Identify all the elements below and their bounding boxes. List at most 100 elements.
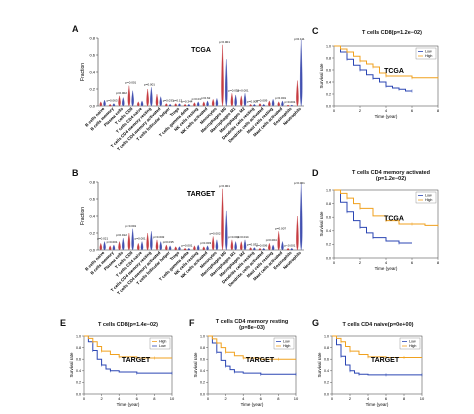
y-tick-label: 1.0 bbox=[200, 334, 205, 338]
violin-high bbox=[234, 241, 237, 251]
cohort-label: TCGA bbox=[384, 68, 404, 75]
y-axis-label: Survival rate bbox=[319, 211, 324, 237]
p-value-label: p=0.003 bbox=[247, 99, 258, 103]
p-value-label: p=0.021 bbox=[97, 237, 108, 241]
x-axis-label: Time (year) bbox=[241, 402, 264, 407]
y-axis-label: Survival rate bbox=[319, 63, 324, 89]
x-tick-label: 6 bbox=[136, 396, 139, 401]
violin-low bbox=[146, 88, 149, 107]
y-tick-label: 0.0 bbox=[326, 104, 331, 108]
km-chart-c: 0 2 4 6 8 0.0 0.2 0.4 0.6 0.8 1.0 Time (year) Surviv… bbox=[319, 44, 440, 119]
p-value-label: p<0.001 bbox=[125, 224, 136, 228]
x-tick-label: 6 bbox=[385, 396, 388, 401]
violin-low bbox=[240, 241, 243, 251]
violin-low bbox=[99, 242, 103, 251]
panel-letter-d: D bbox=[312, 168, 319, 178]
panel-letter-b: B bbox=[72, 168, 79, 178]
violin-low bbox=[286, 248, 290, 251]
violin-high bbox=[225, 59, 228, 107]
y-tick-label: 0.6 bbox=[89, 197, 95, 202]
violin-low bbox=[240, 95, 243, 107]
violin-high bbox=[243, 93, 247, 107]
violin-high bbox=[122, 97, 125, 107]
y-tick-label: 0.2 bbox=[76, 381, 81, 385]
y-tick-label: 1.0 bbox=[324, 334, 329, 338]
p-value-label: p=0.001 bbox=[135, 237, 146, 241]
chart-title: TARGET bbox=[187, 191, 216, 198]
x-tick-label: 0 bbox=[333, 108, 336, 113]
violin-low bbox=[108, 245, 112, 251]
panel-letter-g: G bbox=[312, 318, 320, 328]
y-tick-label: 0.6 bbox=[89, 53, 95, 58]
y-tick-label: 0.4 bbox=[76, 369, 81, 373]
violin-low bbox=[211, 236, 215, 251]
x-tick-label: 6 bbox=[411, 108, 414, 113]
violin-low bbox=[211, 98, 215, 107]
violin-high bbox=[271, 244, 275, 251]
p-value-label: p=0.004 bbox=[266, 238, 277, 242]
y-tick-label: 0.4 bbox=[326, 80, 331, 84]
violin-high bbox=[122, 238, 125, 251]
x-tick-label: 10 bbox=[294, 396, 299, 401]
violin-low bbox=[296, 80, 299, 107]
legend-label: Low bbox=[159, 344, 166, 348]
legend-label: High bbox=[425, 54, 432, 58]
violin-low bbox=[202, 246, 206, 251]
p-value-label: p<0.001 bbox=[284, 243, 295, 247]
violin-high bbox=[206, 245, 209, 251]
p-value-label: p=0.032 bbox=[153, 235, 164, 239]
y-axis-label: Survival rate bbox=[69, 352, 74, 378]
violin-high bbox=[206, 100, 209, 107]
x-tick-label: 8 bbox=[277, 396, 280, 401]
violin-high bbox=[253, 104, 256, 107]
p-value-label: p=0.13 bbox=[173, 98, 183, 102]
y-tick-label: 0.0 bbox=[76, 392, 81, 396]
y-axis-label: Fraction bbox=[80, 63, 86, 81]
x-tick-label: 4 bbox=[367, 396, 370, 401]
p-value-label: p=0.002 bbox=[116, 91, 127, 95]
violin-low bbox=[174, 103, 177, 107]
p-value-label: p=0.62 bbox=[201, 96, 211, 100]
x-tick-label: 2 bbox=[359, 108, 362, 113]
violin-low bbox=[174, 246, 177, 251]
survival-curve-low bbox=[332, 335, 422, 376]
plot-frame bbox=[207, 335, 297, 395]
x-axis-label: Time (year) bbox=[375, 266, 398, 271]
y-tick-label: 0.2 bbox=[200, 381, 205, 385]
violin-low bbox=[118, 95, 121, 107]
violin-low bbox=[296, 215, 299, 251]
violin-high bbox=[234, 94, 237, 107]
y-tick-label: 0.8 bbox=[89, 36, 95, 41]
y-tick-label: 0.6 bbox=[326, 216, 331, 220]
p-value-label: p=0.033 bbox=[163, 98, 174, 102]
km-chart-f: 0 2 4 6 8 10 0.0 0.2 0.4 0.6 0.8 1.0 Time (year) Surv… bbox=[193, 334, 299, 407]
panel-letter-f: F bbox=[189, 318, 195, 328]
violin-low bbox=[277, 231, 280, 251]
violin-high bbox=[271, 98, 275, 107]
violin-low bbox=[249, 247, 252, 251]
y-tick-label: 1.0 bbox=[326, 188, 331, 192]
violin-low bbox=[268, 242, 271, 251]
x-tick-label: 8 bbox=[403, 396, 406, 401]
legend-box bbox=[415, 191, 437, 204]
x-tick-label: 2 bbox=[100, 396, 103, 401]
km-title-f: T cells CD4 memory resting (p=8e−03) bbox=[215, 319, 289, 331]
violin-high bbox=[112, 103, 116, 107]
p-value-label: p=0.01 bbox=[192, 97, 202, 101]
chart-title: TCGA bbox=[191, 47, 211, 54]
x-tick-label: 6 bbox=[260, 396, 263, 401]
p-value-label: p<0.001 bbox=[238, 88, 249, 92]
violin-low bbox=[221, 188, 224, 251]
p-value-label: p=0.001 bbox=[107, 240, 118, 244]
x-tick-label: 4 bbox=[385, 260, 388, 265]
violin-low bbox=[277, 101, 280, 107]
km-title-e: T cells CD8(p=1.4e−02) bbox=[98, 322, 158, 328]
x-axis-label: Time (year) bbox=[366, 402, 389, 407]
p-value-label: p<0.001 bbox=[294, 181, 305, 185]
p-value-label: p=0.007 bbox=[275, 226, 286, 230]
x-tick-label: 2 bbox=[349, 396, 352, 401]
violin-high bbox=[150, 87, 153, 107]
y-tick-label: 0.4 bbox=[324, 369, 329, 373]
violin-high bbox=[168, 245, 172, 251]
p-value-label: p=0.001 bbox=[181, 243, 192, 247]
